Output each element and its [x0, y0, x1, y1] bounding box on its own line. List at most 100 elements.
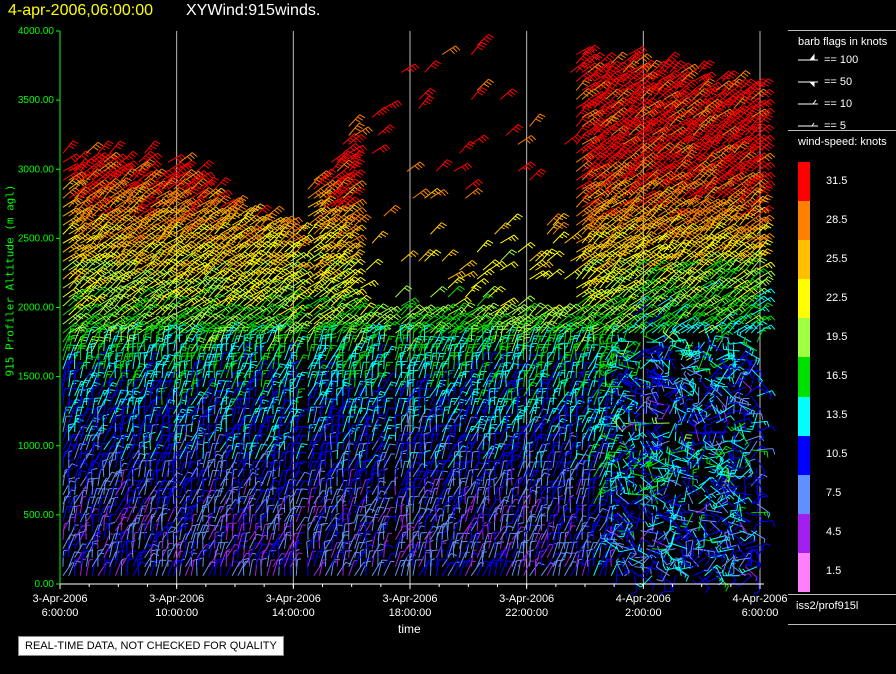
wind-barb	[62, 505, 74, 522]
wind-barb	[237, 514, 248, 531]
wind-barb	[179, 252, 198, 262]
wind-barb	[278, 459, 284, 477]
wind-barb	[371, 313, 390, 325]
wind-barb	[91, 477, 100, 495]
wind-barb	[575, 170, 595, 181]
wind-barb	[231, 549, 238, 567]
wind-barb	[336, 441, 345, 459]
wind-barb	[494, 531, 501, 549]
wind-barb	[447, 276, 465, 289]
wind-barb	[97, 251, 116, 262]
wind-barb	[523, 560, 534, 576]
wind-barb	[698, 297, 718, 307]
wind-barb	[132, 561, 148, 576]
wind-barb	[97, 361, 106, 379]
wind-barb	[91, 453, 106, 469]
wind-barb	[68, 334, 79, 352]
wind-barb	[500, 88, 518, 100]
wind-barb	[347, 458, 355, 477]
wind-barb	[84, 449, 92, 468]
wind-barb	[470, 134, 490, 145]
wind-barb	[599, 503, 606, 522]
wind-barb	[115, 197, 134, 208]
wind-barb	[662, 422, 676, 439]
wind-barb	[371, 424, 382, 442]
wind-barb	[575, 152, 595, 163]
wind-barb	[167, 560, 180, 576]
wind-barb	[97, 424, 109, 442]
wind-barb	[74, 257, 91, 271]
wind-barb	[324, 524, 338, 540]
wind-barb	[137, 341, 144, 361]
wind-barb	[622, 53, 641, 64]
wind-barb	[278, 441, 284, 459]
wind-barb	[383, 335, 396, 352]
wind-barb	[97, 496, 108, 513]
wind-barb	[517, 559, 527, 576]
wind-barb	[62, 425, 75, 442]
wind-barb	[412, 188, 431, 199]
wind-barb	[558, 531, 565, 549]
wind-barb	[465, 306, 484, 316]
wind-barb	[564, 269, 583, 280]
wind-barb	[68, 540, 76, 558]
wind-barb	[383, 416, 396, 433]
wind-barb	[278, 513, 284, 531]
wind-barb	[237, 423, 245, 441]
wind-barb	[149, 431, 156, 450]
wind-barb	[394, 514, 406, 531]
wind-barb	[179, 380, 191, 397]
wind-barb	[564, 531, 570, 549]
wind-barb	[709, 395, 717, 415]
wind-barb	[160, 386, 168, 405]
wind-barb	[62, 489, 75, 505]
wind-barb	[500, 297, 519, 307]
wind-barb	[394, 468, 399, 486]
wind-barb	[242, 458, 250, 477]
wind-barb	[605, 225, 624, 235]
wind-barb	[284, 333, 292, 352]
wind-barb	[506, 306, 525, 316]
wind-barb	[120, 468, 128, 486]
wind-barb	[564, 134, 583, 145]
wind-barb	[575, 296, 595, 307]
wind-barb	[85, 496, 96, 513]
wind-barb	[447, 270, 467, 280]
wind-barb	[528, 378, 536, 396]
wind-barb	[278, 261, 298, 271]
wind-barb	[435, 159, 453, 172]
wind-barb	[79, 458, 86, 477]
wind-barb	[266, 450, 274, 468]
wind-barb	[107, 350, 115, 370]
wind-barb	[179, 159, 197, 172]
wind-barb	[657, 512, 673, 527]
wind-barb	[383, 540, 389, 558]
wind-barb	[231, 433, 241, 450]
wind-barb	[62, 522, 68, 540]
wind-barb	[126, 313, 145, 325]
wind-barb	[155, 441, 163, 459]
wind-barb	[394, 460, 404, 477]
wind-barb	[529, 168, 547, 181]
wind-barb	[208, 270, 227, 280]
wind-barb	[377, 124, 396, 136]
wind-barb	[476, 268, 495, 280]
wind-barb	[465, 187, 484, 199]
wind-barb	[371, 144, 391, 154]
wind-barb	[68, 560, 82, 576]
wind-barb	[488, 477, 497, 495]
wind-barb	[62, 198, 82, 208]
wind-barb	[330, 450, 338, 468]
wind-barb	[68, 325, 78, 343]
wind-barb	[68, 487, 78, 504]
wind-barb	[97, 506, 111, 522]
wind-barb	[74, 233, 93, 244]
wind-barb	[79, 413, 86, 432]
wind-barb	[296, 270, 315, 280]
wind-barb	[74, 543, 87, 558]
wind-barb	[97, 432, 105, 450]
wind-barb	[739, 521, 749, 539]
wind-barb	[295, 415, 305, 432]
wind-barb	[348, 488, 360, 504]
wind-barb	[97, 221, 114, 235]
